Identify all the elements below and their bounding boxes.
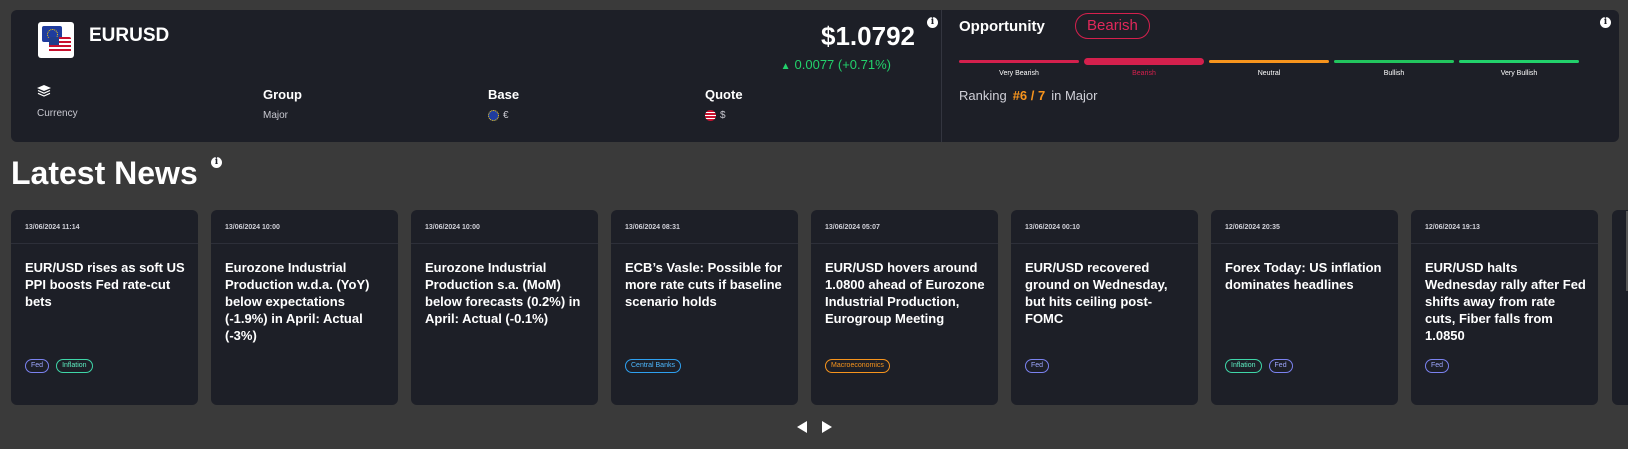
eu-flag-icon [488, 110, 499, 121]
sentiment-bar-segment [1334, 60, 1454, 63]
news-headline[interactable]: Eurozone Industrial Production w.d.a. (Y… [225, 260, 370, 343]
news-date: 13/06/2024 05:07 [825, 224, 880, 231]
news-tags: Fed [1425, 359, 1450, 373]
us-flag-icon [49, 37, 71, 53]
news-date: 13/06/2024 11:14 [25, 224, 80, 231]
news-headline[interactable]: EUR/USD recovered ground on Wednesday, b… [1025, 260, 1168, 326]
news-card[interactable]: 13/06/2024 05:07 EUR/USD hovers around 1.… [811, 210, 998, 405]
opportunity-info-icon[interactable]: i [1600, 17, 1611, 28]
news-divider [611, 243, 798, 244]
news-headline[interactable]: EUR/USD halts Wednesday rally after Fed … [1425, 260, 1586, 343]
ranking-suffix: in Major [1051, 88, 1098, 103]
sentiment-bar-label: Very Bullish [1500, 70, 1538, 77]
group-value: Major [263, 110, 289, 121]
instrument-card: EURUSD $1.0792 i ▲ 0.0077 (+0.71%) Curren… [11, 10, 1619, 142]
news-date: 13/06/2024 00:10 [1025, 224, 1080, 231]
sentiment-bar-segment [1084, 58, 1204, 65]
price-change-value: 0.0077 (+0.71%) [794, 57, 891, 72]
instrument-symbol: EURUSD [89, 25, 170, 46]
news-tags: Macroeconomics [825, 359, 890, 373]
news-divider [1411, 243, 1598, 244]
news-tags: Fed Inflation [25, 359, 93, 373]
news-date: 12/06/2024 19:13 [1425, 224, 1480, 231]
news-divider [811, 243, 998, 244]
sentiment-bar-label: Bullish [1383, 70, 1405, 77]
news-info-icon[interactable]: i [211, 157, 222, 168]
news-divider [11, 243, 198, 244]
layers-icon [37, 85, 51, 97]
news-date: 12/06/2024 20:35 [1225, 224, 1280, 231]
news-date: 13/06/2024 10:00 [225, 224, 280, 231]
news-tag[interactable]: Fed [1268, 359, 1293, 373]
quote-stat: Quote $ [705, 87, 743, 121]
price-change: ▲ 0.0077 (+0.71%) [781, 57, 891, 72]
news-card[interactable]: 13/06/2024 10:00 Eurozone Industrial Prod… [211, 210, 398, 405]
news-divider [411, 243, 598, 244]
ranking-value: #6 / 7 [1012, 88, 1046, 103]
news-tag[interactable]: Fed [25, 359, 50, 373]
us-flag-icon [705, 110, 716, 121]
news-tag[interactable]: Inflation [1225, 359, 1262, 373]
sentiment-bar-segment [1209, 60, 1329, 63]
instrument-price: $1.0792 [821, 21, 915, 51]
news-tag[interactable]: Macroeconomics [825, 359, 890, 373]
arrow-up-icon: ▲ [780, 61, 791, 72]
news-divider [211, 243, 398, 244]
sentiment-bar-segment [959, 60, 1079, 63]
news-tag[interactable]: Central Banks [625, 359, 681, 373]
base-value: € [503, 110, 509, 121]
sentiment-bar-label: Very Bearish [999, 70, 1039, 77]
news-card[interactable]: 12/06/2024 19:13 EUR/USD halts Wednesday … [1411, 210, 1598, 405]
news-headline[interactable]: EUR/USD rises as soft US PPI boosts Fed … [25, 260, 185, 309]
news-card-partial[interactable] [1612, 210, 1628, 405]
news-tag[interactable]: Fed [1025, 359, 1050, 373]
carousel-next-icon[interactable] [822, 421, 832, 433]
asset-class-value: Currency [37, 108, 78, 119]
news-section-title: Latest News [11, 155, 198, 191]
ranking: Ranking #6 / 7 in Major [959, 88, 1097, 103]
news-date: 13/06/2024 10:00 [425, 224, 480, 231]
news-card[interactable]: 12/06/2024 20:35 Forex Today: US inflatio… [1211, 210, 1398, 405]
base-label: Base [488, 87, 520, 102]
news-divider [1011, 243, 1198, 244]
news-card[interactable]: 13/06/2024 08:31 ECB’s Vasle: Possible fo… [611, 210, 798, 405]
news-tags: Inflation Fed [1225, 359, 1293, 373]
sentiment-bar-segment [1459, 60, 1579, 63]
news-headline[interactable]: Forex Today: US inflation dominates head… [1225, 260, 1382, 292]
quote-value: $ [720, 110, 726, 121]
sentiment-bar-label: Bearish [1132, 70, 1156, 77]
sentiment-badge: Bearish [1075, 13, 1150, 39]
news-tag[interactable]: Fed [1425, 359, 1450, 373]
opportunity-title: Opportunity [959, 18, 1045, 35]
news-divider [1211, 243, 1398, 244]
news-card[interactable]: 13/06/2024 10:00 Eurozone Industrial Prod… [411, 210, 598, 405]
news-card[interactable]: 13/06/2024 11:14 EUR/USD rises as soft US… [11, 210, 198, 405]
group-label: Group [263, 87, 302, 102]
news-card[interactable]: 13/06/2024 00:10 EUR/USD recovered ground… [1011, 210, 1198, 405]
sentiment-bar-label: Neutral [1257, 70, 1281, 77]
eurusd-flag-icon [38, 22, 74, 58]
news-headline[interactable]: Eurozone Industrial Production s.a. (MoM… [425, 260, 581, 326]
news-tags: Fed [1025, 359, 1050, 373]
base-stat: Base € [488, 87, 519, 121]
news-date: 13/06/2024 08:31 [625, 224, 680, 231]
group-stat: Group Major [263, 87, 302, 121]
quote-label: Quote [705, 87, 743, 102]
news-headline[interactable]: EUR/USD hovers around 1.0800 ahead of Eu… [825, 260, 985, 326]
scrollbar[interactable] [1626, 211, 1628, 291]
news-tags: Central Banks [625, 359, 681, 373]
price-info-icon[interactable]: i [927, 17, 938, 28]
carousel-prev-icon[interactable] [797, 421, 807, 433]
news-tag[interactable]: Inflation [56, 359, 93, 373]
ranking-label: Ranking [959, 88, 1007, 103]
card-divider [941, 10, 942, 142]
news-headline[interactable]: ECB’s Vasle: Possible for more rate cuts… [625, 260, 783, 309]
